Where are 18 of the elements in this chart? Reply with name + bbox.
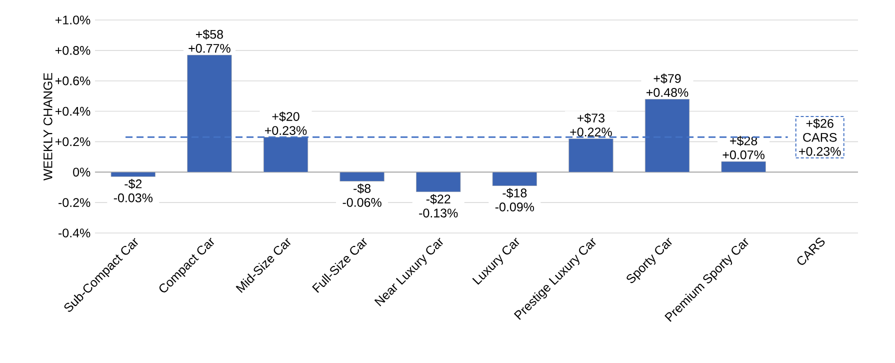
data-label: +$20 +0.23% — [264, 112, 307, 135]
data-label: +$58 +0.77% — [188, 29, 230, 53]
y-axis-title: WEEKLY CHANGE — [43, 72, 52, 180]
y-tick-label: +0.8% — [55, 46, 90, 55]
y-tick-label: +1.0% — [55, 16, 90, 24]
y-tick-label: 0% — [73, 168, 90, 177]
y-tick-label: +0.6% — [55, 76, 90, 86]
data-label: -$22 -0.13% — [419, 194, 458, 218]
data-label: -$8 -0.06% — [342, 183, 382, 207]
data-label: -$18 -0.09% — [495, 188, 534, 212]
y-tick-label: -0.4% — [58, 228, 90, 238]
data-label: -$2 -0.03% — [114, 178, 153, 202]
ref-line-label: +$26 CARS +0.23% — [799, 118, 841, 156]
data-label: +$79 +0.48% — [646, 74, 688, 97]
data-label: +$73 +0.22% — [570, 113, 612, 136]
y-tick-label: +0.4% — [55, 106, 90, 116]
y-tick-label: +0.2% — [55, 137, 90, 146]
y-tick-label: -0.2% — [58, 198, 90, 207]
